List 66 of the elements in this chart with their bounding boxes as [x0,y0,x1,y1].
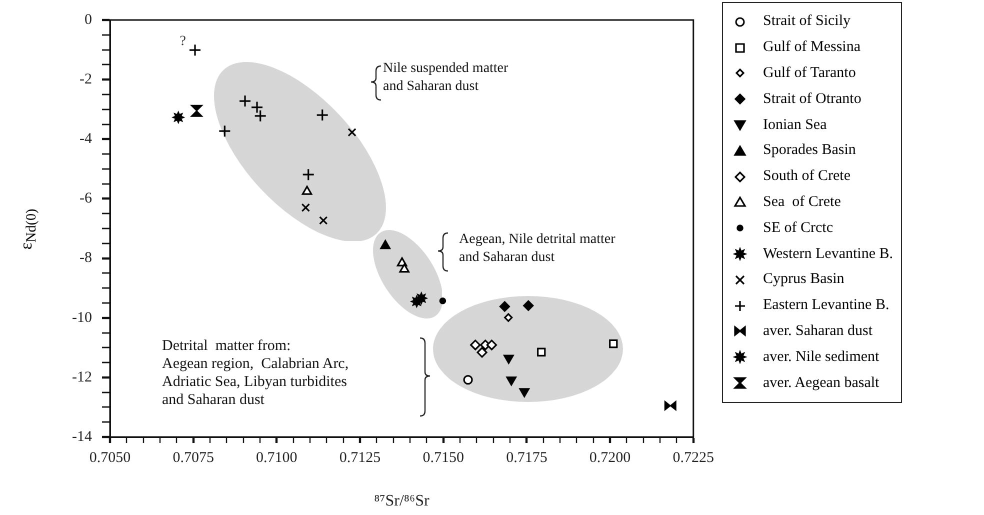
y-tick-label: -2 [80,72,92,88]
point [188,44,202,56]
point [519,388,530,398]
legend-label: aver. Saharan dust [763,322,873,340]
point [238,94,252,108]
annotation: ? [180,34,186,49]
legend-label: aver. Aegean basalt [763,374,880,392]
legend-label: Cyprus Basin [763,271,844,288]
legend-label: Sporades Basin [763,142,856,160]
annotation: Nile suspended matter and Saharan dust [383,60,508,96]
x-tick-label: 0.7175 [506,450,548,466]
legend-label: Sea of Crete [763,194,841,211]
legend-label: SE of Crctc [763,220,833,237]
y-tick-label: -6 [80,190,92,207]
y-tick-label: -12 [72,369,92,386]
x-tick-label: 0.7150 [422,450,464,466]
legend-label: aver. Nile sediment [763,348,880,366]
point [316,108,329,122]
legend-label: Strait of Otranto [763,90,862,108]
point [380,240,390,250]
x-tick-label: 0.7225 [672,450,714,466]
point [439,297,446,304]
point [302,186,312,195]
legend-label: Western Levantine B. [763,246,893,263]
legend-label: Ionian Sea [763,116,827,134]
x-tick-label: 0.7050 [89,450,131,466]
point [415,292,428,304]
annotation: Detrital matter from: Aegean region, Calabrian Arc, Adriatic Sea, Libyan turbidites and Saharan dust [162,337,349,409]
point [504,354,514,364]
point [523,300,534,311]
point [504,313,513,322]
legend-label: Gulf of Taranto [763,64,856,82]
point [463,375,473,385]
point [609,339,618,348]
point [476,347,488,358]
legend-label: Strait of Sicily [763,13,850,30]
point [190,104,203,117]
point [486,340,497,350]
y-tick-label: -14 [72,428,92,445]
y-tick-label: -10 [72,310,92,326]
point [499,301,510,312]
x-tick-label: 0.7200 [589,450,631,466]
y-tick-label: -8 [80,250,92,266]
legend-label: Gulf of Messina [763,39,860,56]
point [172,111,184,124]
legend-label: South of Crete [763,168,850,186]
point [348,128,356,137]
point [254,110,267,122]
point [218,124,231,138]
x-tick-label: 0.7125 [339,450,381,466]
y-tick-label: 0 [84,12,92,28]
point [319,216,328,225]
point [301,203,310,212]
point [250,100,264,114]
x-tick-label: 0.7100 [256,450,298,466]
point [506,376,516,386]
x-tick-label: 0.7075 [172,450,214,466]
point [664,400,676,411]
annotation: Aegean, Nile detrital matter and Saharan dust [459,231,616,267]
y-tick-label: -4 [80,131,92,148]
point [470,340,481,350]
legend-label: Eastern Levantine B. [763,297,890,314]
point [302,168,315,181]
x-axis-title: ⁸⁷Sr/⁸⁶Sr [374,492,430,510]
point [399,264,410,273]
point [537,348,546,356]
